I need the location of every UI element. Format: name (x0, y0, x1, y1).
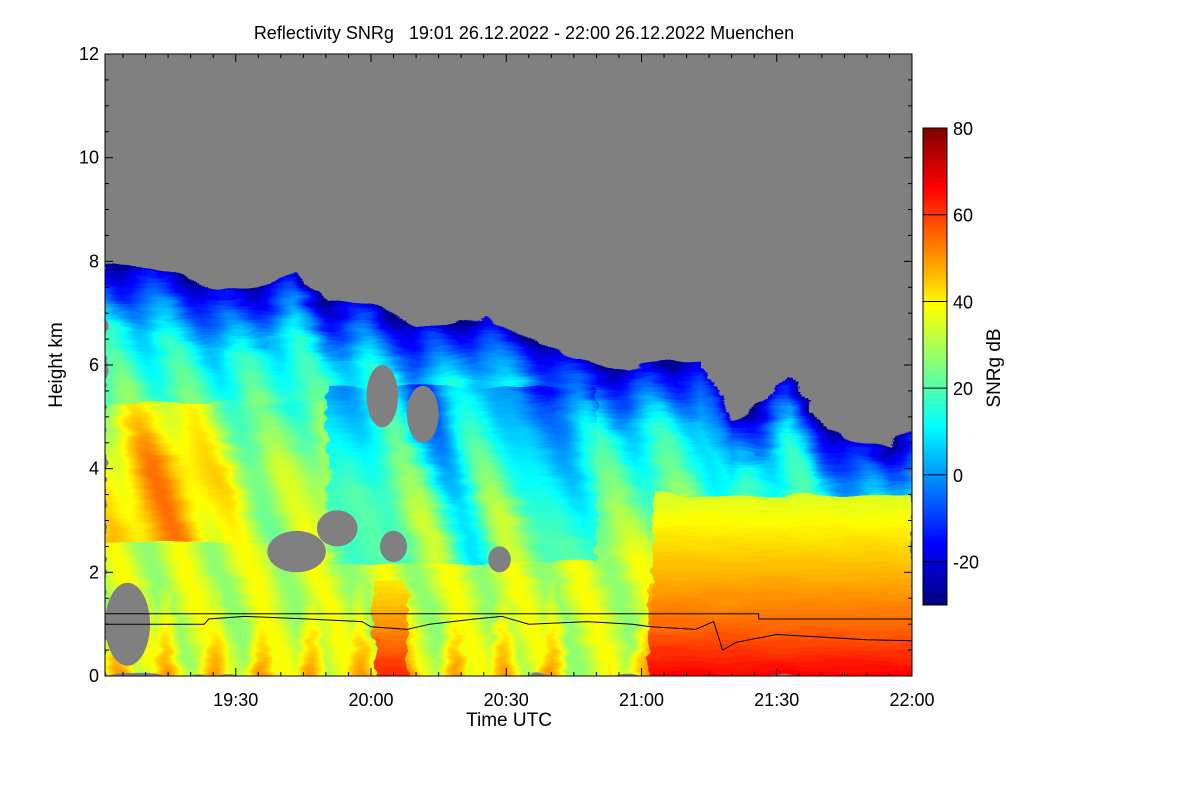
x-tick-label-5: 22:00 (889, 690, 934, 710)
chart-title: Reflectivity SNRg 19:01 26.12.2022 - 22:… (254, 23, 794, 43)
signal-gap-2 (317, 510, 358, 546)
signal-gap-5 (407, 386, 439, 443)
colorbar: -20 0 20 40 60 80 SNRg dB (923, 119, 1005, 605)
x-tick-label-4: 21:30 (754, 690, 799, 710)
y-tick-label-6: 12 (79, 44, 99, 64)
colorbar-tick-label-5: 80 (953, 119, 973, 139)
plot-area (105, 54, 913, 677)
x-tick-label-3: 21:00 (619, 690, 664, 710)
x-tick-label-0: 19:30 (213, 690, 258, 710)
colorbar-tick-label-1: 0 (953, 466, 963, 486)
y-tick-label-3: 6 (89, 355, 99, 375)
colorbar-label: SNRg dB (984, 328, 1005, 407)
signal-gap-1 (267, 531, 326, 572)
x-tick-label-2: 20:30 (484, 690, 529, 710)
colorbar-tick-label-3: 40 (953, 293, 973, 313)
y-tick-label-5: 10 (79, 148, 99, 168)
x-tick-label-1: 20:00 (348, 690, 393, 710)
y-axis-label: Height km (46, 322, 67, 408)
y-tick-label-4: 8 (89, 251, 99, 271)
y-tick-label-2: 4 (89, 459, 99, 479)
colorbar-scale (923, 128, 947, 605)
signal-gap-4 (380, 531, 407, 562)
y-tick-label-1: 2 (89, 562, 99, 582)
colorbar-tick-label-0: -20 (953, 553, 979, 573)
y-tick-label-0: 0 (89, 666, 99, 686)
x-axis-label: Time UTC (466, 710, 552, 731)
signal-gap-3 (367, 365, 399, 427)
colorbar-tick-label-2: 20 (953, 379, 973, 399)
colorbar-tick-label-4: 60 (953, 206, 973, 226)
signal-gap-6 (488, 546, 511, 572)
